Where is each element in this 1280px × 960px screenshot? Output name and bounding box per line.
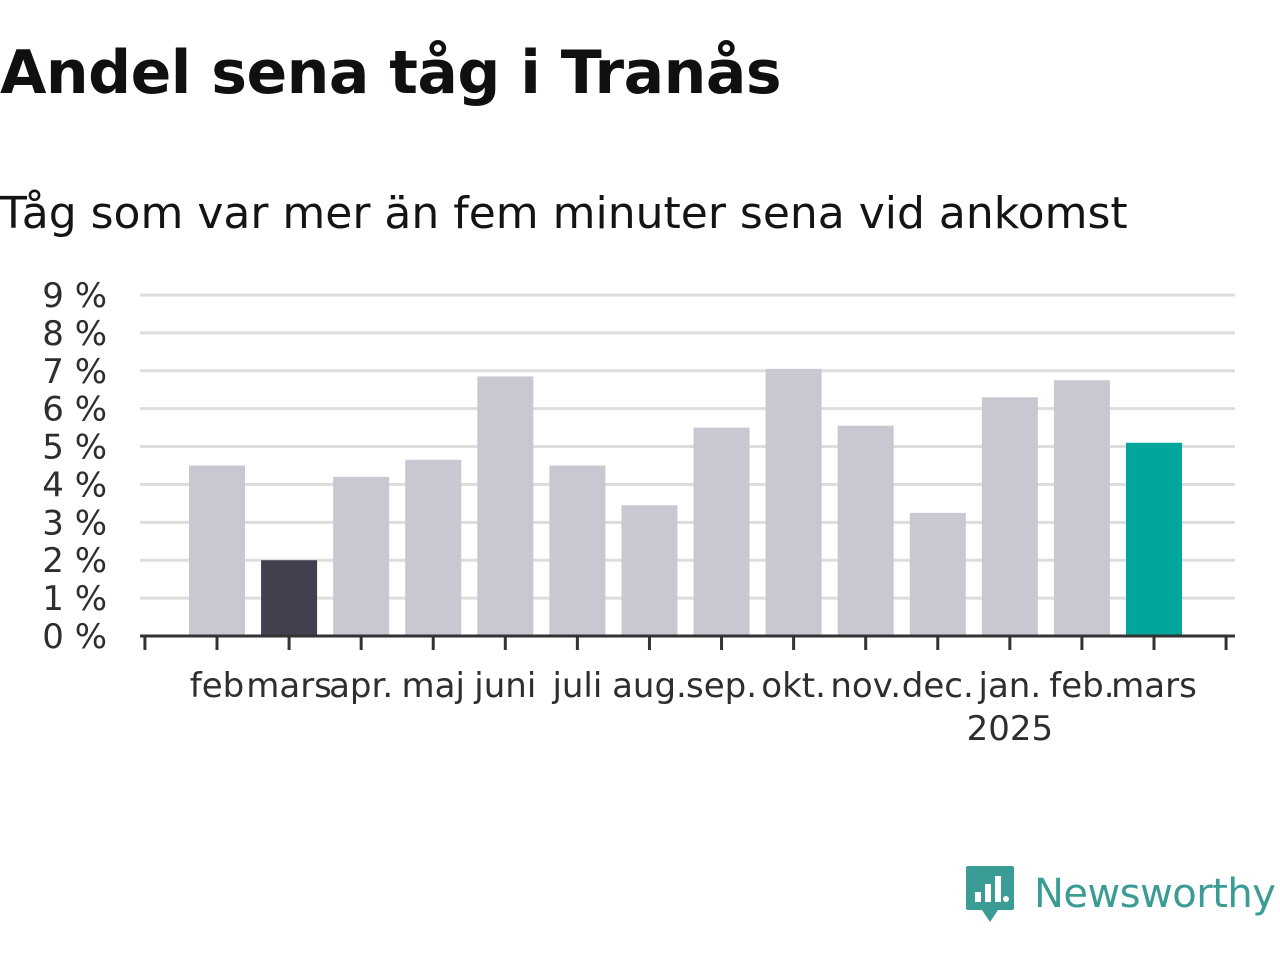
y-tick-label: 0 % <box>42 617 107 657</box>
x-tick-label: maj <box>402 666 465 706</box>
chart-subtitle: Tåg som var mer än fem minuter sena vid … <box>0 188 1128 239</box>
x-tick-label: sep. <box>686 666 757 706</box>
newsworthy-logo-icon <box>966 866 1014 922</box>
bar <box>1053 380 1110 636</box>
x-tick-label: nov. <box>830 666 901 706</box>
y-tick-label: 8 % <box>42 314 107 354</box>
x-tick-label: jan. <box>978 666 1042 706</box>
x-tick-label: okt. <box>761 666 826 706</box>
bar <box>549 465 606 636</box>
y-tick-label: 5 % <box>42 428 107 468</box>
x-tick-label: mars <box>1111 666 1197 706</box>
y-tick-label: 7 % <box>42 352 107 392</box>
bar <box>693 427 750 636</box>
bar <box>477 376 534 636</box>
x-tick-label: dec. <box>902 666 974 706</box>
bar <box>189 465 245 636</box>
brand-name: Newsworthy <box>1034 871 1276 917</box>
x-year-label: 2025 <box>967 709 1054 749</box>
bar <box>621 505 678 636</box>
y-tick-label: 9 % <box>42 276 107 316</box>
x-tick-label: feb <box>190 666 244 706</box>
gridlines <box>140 293 1235 600</box>
bar <box>261 560 318 636</box>
y-tick-label: 6 % <box>42 390 107 430</box>
chart-title: Andel sena tåg i Tranås <box>0 38 782 108</box>
bar <box>1126 442 1182 636</box>
y-tick-label: 1 % <box>42 579 107 619</box>
x-tick-label: feb. <box>1049 666 1114 706</box>
y-axis-labels: 0 %1 %2 %3 %4 %5 %6 %7 %8 %9 % <box>42 276 107 657</box>
bar <box>909 512 966 636</box>
bar <box>981 397 1038 636</box>
x-axis <box>140 634 1235 650</box>
y-tick-label: 3 % <box>42 503 107 543</box>
bars <box>189 368 1182 636</box>
x-tick-label: juni <box>473 666 536 706</box>
x-tick-label: juli <box>551 666 602 706</box>
newsworthy-brand: Newsworthy <box>964 864 1276 924</box>
x-tick-label: mars <box>246 666 332 706</box>
y-tick-label: 2 % <box>42 541 107 581</box>
bar <box>837 425 894 636</box>
x-tick-label: apr. <box>329 666 393 706</box>
bar <box>405 459 462 636</box>
bar <box>765 368 822 636</box>
y-tick-label: 4 % <box>42 465 107 505</box>
bar <box>333 476 390 636</box>
x-tick-label: aug. <box>612 666 687 706</box>
